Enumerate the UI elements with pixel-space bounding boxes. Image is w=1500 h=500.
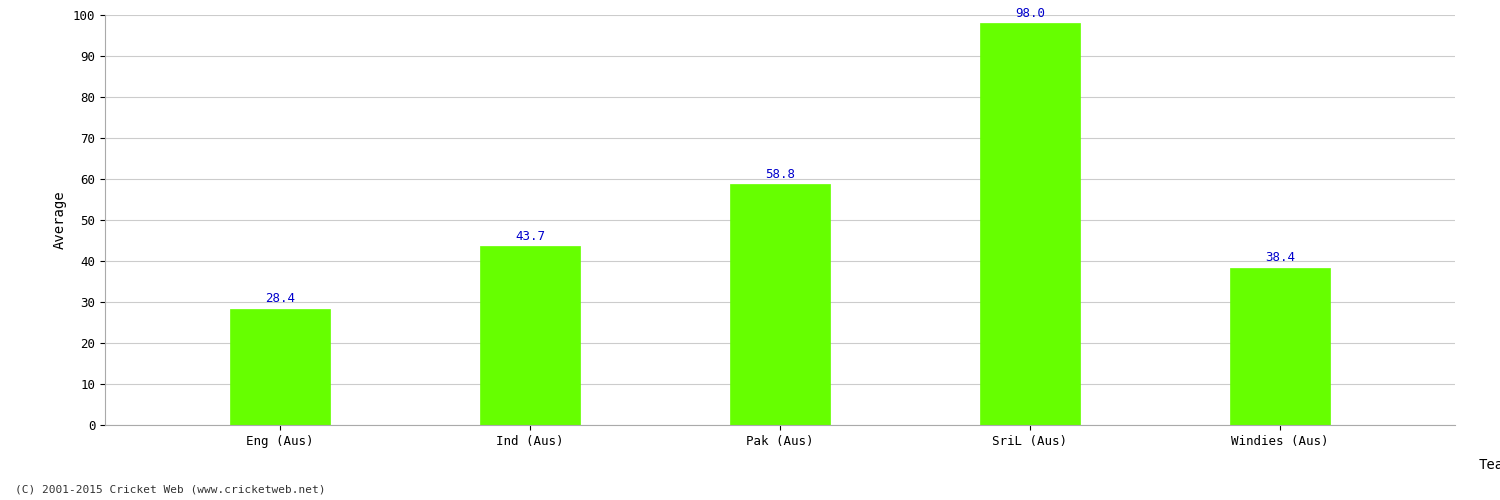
Text: 43.7: 43.7 bbox=[514, 230, 544, 242]
Bar bbox=[230, 308, 330, 425]
Y-axis label: Average: Average bbox=[53, 190, 68, 250]
Bar bbox=[730, 184, 830, 425]
Bar bbox=[980, 23, 1080, 425]
Text: 28.4: 28.4 bbox=[266, 292, 296, 306]
Text: 98.0: 98.0 bbox=[1016, 7, 1046, 20]
Text: (C) 2001-2015 Cricket Web (www.cricketweb.net): (C) 2001-2015 Cricket Web (www.cricketwe… bbox=[15, 485, 326, 495]
X-axis label: Team: Team bbox=[1479, 458, 1500, 472]
Text: 58.8: 58.8 bbox=[765, 168, 795, 180]
Bar bbox=[480, 246, 580, 425]
Text: 38.4: 38.4 bbox=[1264, 252, 1294, 264]
Bar bbox=[1230, 268, 1330, 425]
